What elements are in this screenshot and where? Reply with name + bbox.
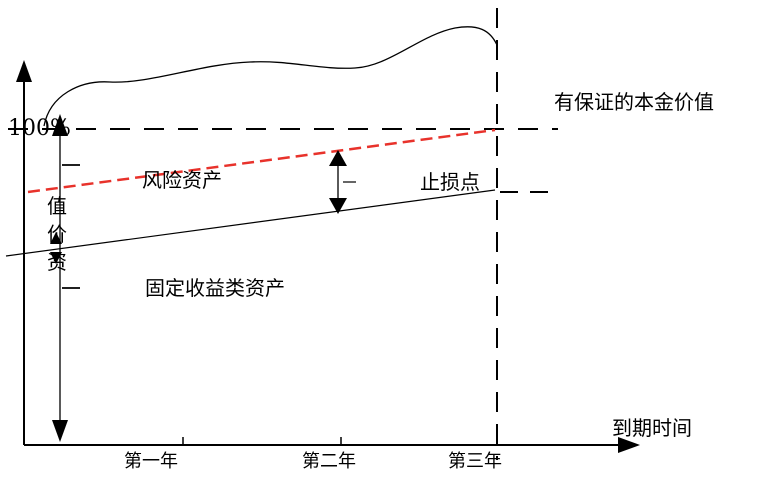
risk-asset-line [27,128,496,194]
value-char-1: 值 [47,194,67,218]
value-arrow-down [52,420,68,442]
x-tick-label-2: 第二年 [302,451,356,472]
fixed-income-label: 固定收益类资产 [145,276,285,300]
value-char-3: 资 [47,250,67,274]
y-axis-arrow [16,60,32,82]
guaranteed-label: 有保证的本金价值 [554,90,714,114]
value-char-2: 价 [47,222,67,246]
cushion-arrow-up [329,150,347,166]
risk-asset-label: 风险资产 [142,168,222,192]
y-top-label: 100% [8,116,71,141]
cushion-arrow-down [329,198,347,214]
x-tick-label-3: 第三年 [448,451,502,472]
x-axis-label: 到期时间 [612,416,692,440]
floor-line [5,189,496,257]
x-tick-label-1: 第一年 [124,451,178,472]
value-arrow-mid-down [50,252,62,264]
stop-loss-label: 止损点 [420,170,480,194]
value-arrow-mid-up [50,232,62,244]
value-arrow-up [52,114,68,136]
total-value-curve [43,26,498,127]
x-axis-arrow [618,437,640,453]
